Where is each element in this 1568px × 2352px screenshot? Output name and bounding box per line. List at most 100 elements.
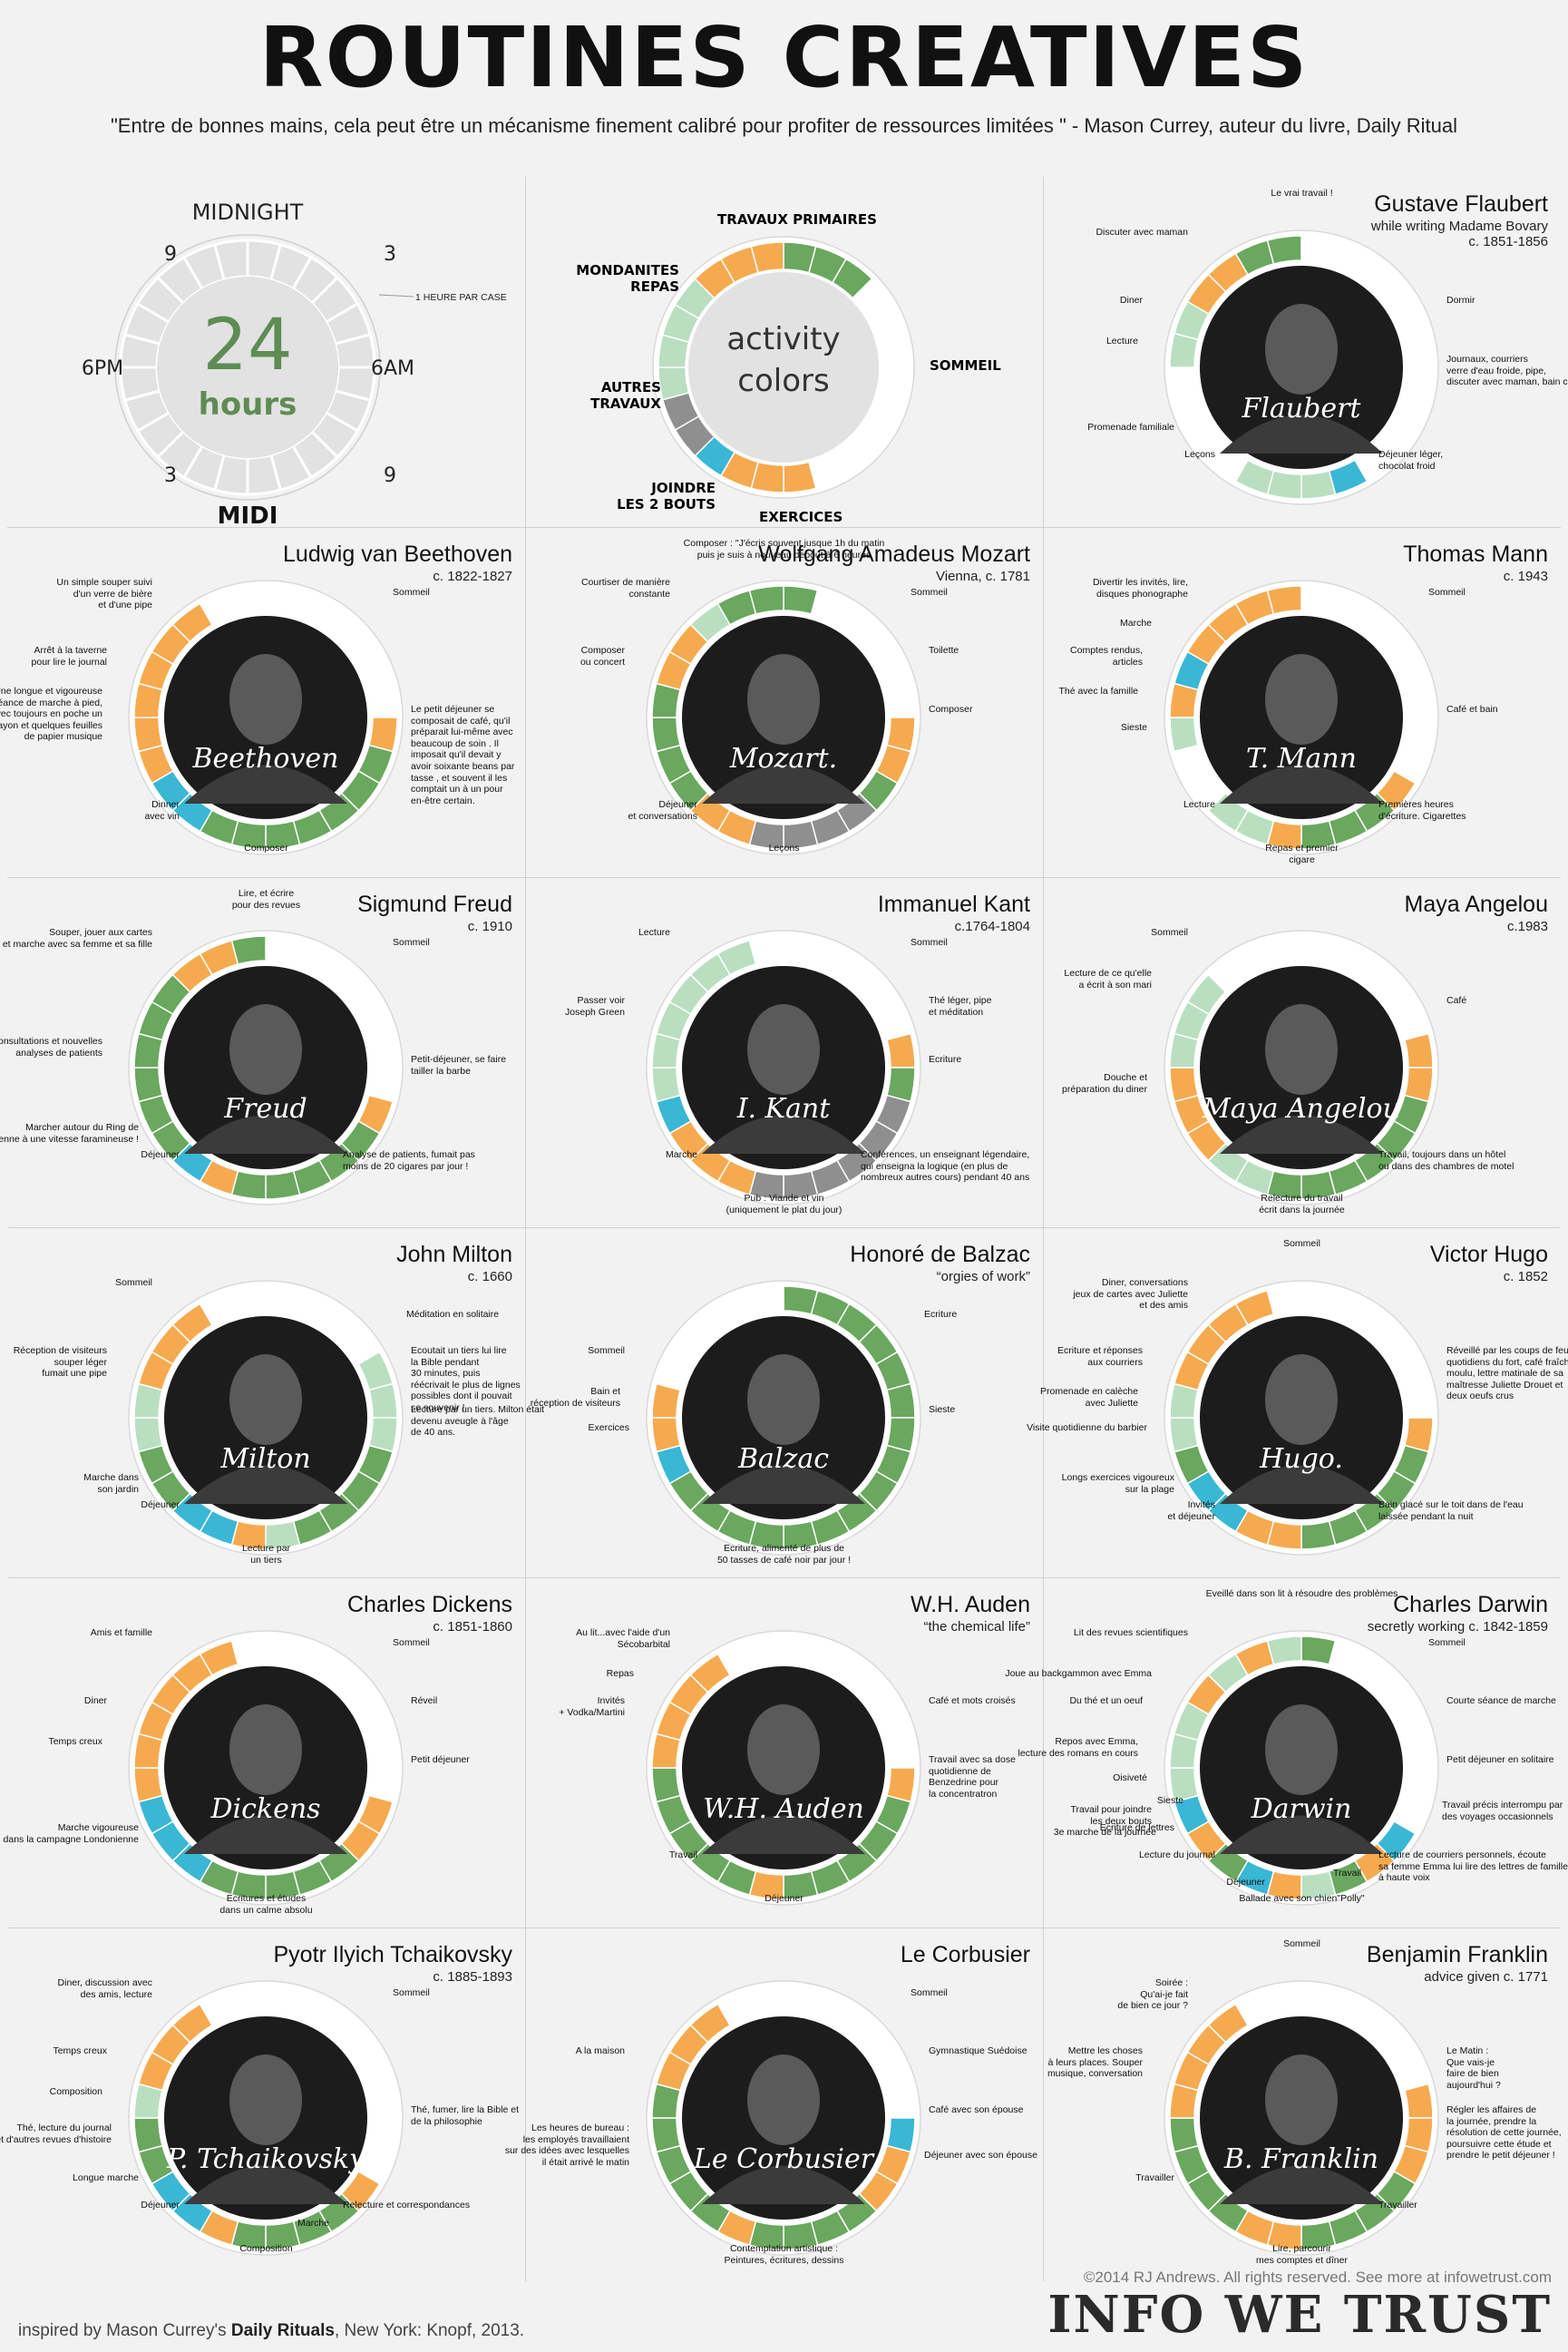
hour-segment — [886, 1382, 916, 1419]
color-legend-graphic: activity colors TRAVAUX PRIMAIRES MONDAN… — [576, 211, 1001, 525]
hour-segment — [1266, 1986, 1302, 2015]
routine-cell: Hugo. Victor Hugo c. 1852 Sommeil Diner, con… — [1027, 1227, 1568, 1577]
activity-label: Ecoutait un tiers lui lire la Bible pend… — [411, 1345, 521, 1413]
activity-label: Lecture du journal — [1138, 1849, 1215, 1860]
activity-label: Déjeuner — [141, 1499, 180, 1510]
portrait-shoulders-shape — [702, 1465, 865, 1504]
portrait-shoulders-shape — [702, 1815, 865, 1854]
inspired-by: inspired by Mason Currey's Daily Rituals… — [18, 2321, 524, 2341]
activity-label: Pub : Viande et vin (uniquement le plat … — [726, 1193, 842, 1215]
legend-exercise: EXERCICES — [759, 509, 842, 525]
ring-outline — [652, 236, 915, 499]
hour-segment — [1169, 366, 1199, 403]
activity-label: Oisiveté — [1113, 1772, 1147, 1783]
portrait-shoulders-shape — [1220, 1465, 1383, 1504]
signature: Flaubert — [1242, 393, 1362, 425]
portrait-shoulders-shape — [184, 765, 347, 804]
hour-segment — [1266, 1285, 1302, 1315]
activity-label: Longs exercices vigoureux sur la plage — [1061, 1472, 1174, 1495]
activity-label: Déjeuner — [1226, 1877, 1265, 1888]
activity-label: Repas et premier cigare — [1265, 843, 1339, 865]
activity-label: Petit déjeuner en solitaire — [1446, 1754, 1554, 1765]
routine-clock: Flaubert — [1164, 229, 1439, 505]
hour-segment — [1169, 2117, 1199, 2153]
activity-label: Analyse de patients, fumait pas moins de… — [343, 1149, 475, 1172]
activity-label: Sommeil — [115, 1277, 152, 1288]
hour-segment — [230, 1285, 267, 1315]
grid-divider — [7, 1227, 1561, 1228]
activity-label: Marche — [297, 2218, 330, 2229]
activity-label: Ecriture — [924, 1309, 958, 1320]
activity-label: Déjeuner et conversations — [628, 799, 697, 822]
signature: Beethoven — [191, 743, 338, 775]
person-subtitle: secretly working c. 1842-1859 — [1367, 1619, 1548, 1635]
activity-label: Au lit...avec l'aide d'un Sécobarbital — [576, 1627, 670, 1650]
nine-top-label: 9 — [164, 243, 177, 266]
signature: Milton — [219, 1443, 310, 1475]
signature: Hugo. — [1259, 1443, 1343, 1475]
grid-divider — [1043, 177, 1044, 2281]
person-name: Gustave Flaubert — [1374, 191, 1548, 217]
three-top-label: 3 — [384, 243, 396, 266]
ring-outline — [1164, 1630, 1439, 1906]
portrait-shoulders-shape — [1220, 1815, 1383, 1854]
activity-label: Discuter avec maman — [1096, 227, 1188, 238]
signature: I. Kant — [736, 1093, 832, 1125]
hour-segment — [748, 935, 784, 965]
portrait-shoulders-shape — [184, 1815, 347, 1854]
activity-label: Composer ou concert — [579, 645, 625, 668]
activity-label: Eveillé dans son lit à résoudre des prob… — [1205, 1588, 1398, 1599]
signature: Maya Angelou — [1202, 1093, 1400, 1125]
hour-segment — [1404, 1382, 1434, 1419]
copyright: ©2014 RJ Andrews. All rights reserved. S… — [1083, 2269, 1552, 2286]
activity-label: Sommeil — [393, 1987, 430, 1998]
activity-label: Temps creux — [48, 1736, 102, 1747]
activity-label: Une longue et vigoureuse séance de march… — [0, 686, 102, 743]
hour-segment — [368, 1032, 398, 1069]
activity-label: Lit des revues scientifiques — [1073, 1627, 1188, 1638]
ring-outline — [1164, 1280, 1439, 1556]
activity-label: Travail — [1333, 1868, 1362, 1879]
activity-label: Relecture et correspondances — [343, 2200, 471, 2210]
activity-label: Sommeil — [1283, 1238, 1320, 1249]
signature: Le Corbusier — [693, 2143, 875, 2175]
signature: Freud — [223, 1093, 307, 1125]
hour-segment — [1266, 935, 1302, 965]
routine-clock: Beethoven — [128, 580, 404, 855]
person-subtitle: c.1764-1804 — [954, 919, 1030, 934]
activity-label: Lecture de courriers personnels, écoute … — [1378, 1849, 1568, 1884]
activity-label: Diner — [1119, 295, 1143, 306]
routine-clock: Maya Angelou — [1164, 930, 1439, 1205]
color-legend: activity colors TRAVAUX PRIMAIRES MONDAN… — [525, 177, 1043, 527]
inspired-suffix: , New York: Knopf, 2013. — [334, 2321, 525, 2340]
activity-label: Un simple souper suivi d'un verre de biè… — [56, 577, 152, 611]
clock-legend-graphic: 24 hours MIDNIGHT MIDI 6PM 6AM 9 3 3 9 1… — [82, 200, 507, 527]
activity-label: Méditation en solitaire — [406, 1309, 500, 1320]
routine-clock: Hugo. — [1164, 1280, 1439, 1556]
activity-label: Contemplation artistique : Peintures, éc… — [724, 2243, 844, 2266]
grid-divider — [7, 877, 1561, 878]
portrait-head-shape — [1265, 654, 1338, 745]
signature: Dickens — [209, 1793, 320, 1825]
routine-clock: Dickens — [128, 1630, 404, 1906]
routine-clock: I. Kant — [646, 930, 921, 1205]
person-name: Thomas Mann — [1403, 542, 1548, 567]
person-subtitle: while writing Madame Bovary c. 1851-1856 — [1370, 219, 1548, 249]
hour-segment — [368, 2083, 398, 2119]
activity-label: Marche dans son jardin — [83, 1472, 139, 1495]
hour-segment — [886, 2083, 916, 2119]
inspired-prefix: inspired by Mason Currey's — [18, 2321, 231, 2340]
activity-label: Joue au backgammon avec Emma — [1005, 1668, 1152, 1679]
portrait-head-shape — [1265, 1704, 1338, 1795]
person-name: Charles Dickens — [346, 1592, 512, 1617]
activity-label: Thé, fumer, lire la Bible et de la philo… — [411, 2104, 520, 2127]
activity-label: Travail précis interrompu par des voyage… — [1442, 1800, 1563, 1822]
person-name: W.H. Auden — [910, 1592, 1030, 1617]
activity-label: Ecriture et réponses aux courriers — [1057, 1345, 1143, 1368]
activity-label: Travail avec sa dose quotidienne de Benz… — [929, 1754, 1016, 1800]
portrait-head-shape — [229, 2054, 302, 2145]
hour-segment — [230, 1986, 267, 2015]
routine-clock: T. Mann — [1164, 580, 1439, 855]
ring-outline — [646, 1630, 921, 1906]
activity-label: Petit-déjeuner, se faire tailler la barb… — [411, 1054, 507, 1077]
